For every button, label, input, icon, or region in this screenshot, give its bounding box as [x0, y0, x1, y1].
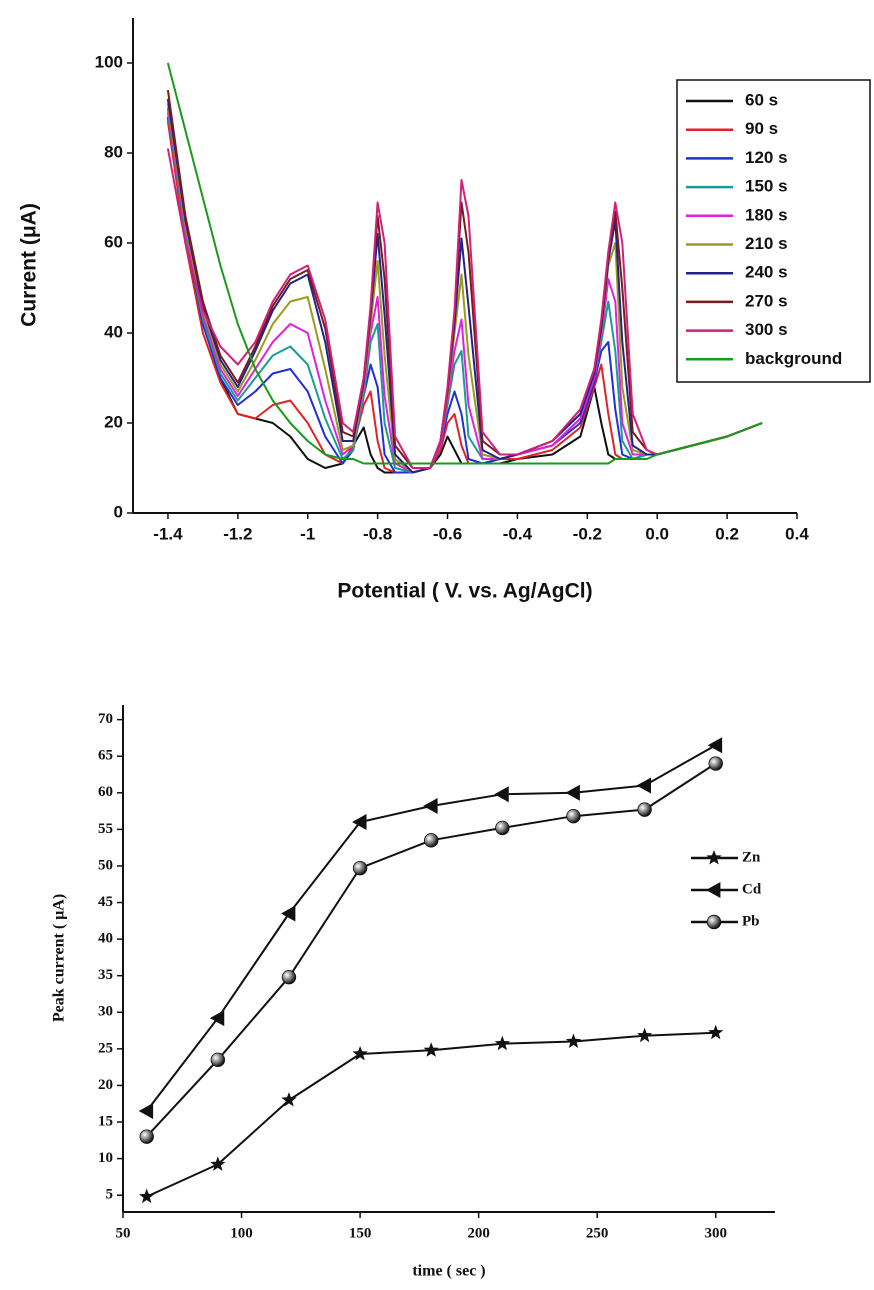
legend-label: 300 s [745, 320, 788, 339]
series-line [166, 121, 763, 474]
x-tick-label: -0.4 [503, 524, 533, 543]
series-line [145, 744, 717, 1112]
x-tick-label: 0.4 [785, 524, 809, 543]
x-tick-label: -0.6 [433, 524, 462, 543]
x-tick-label: 50 [116, 1225, 131, 1241]
legend-label: 150 s [745, 177, 788, 196]
y-tick-label: 45 [98, 894, 113, 910]
series-line [166, 62, 763, 465]
x-tick-label: -1.4 [153, 524, 183, 543]
marker-sphere [281, 969, 297, 985]
legend-label: 120 s [745, 148, 788, 167]
legend-label: Zn [742, 849, 761, 865]
marker-triangle [707, 737, 723, 754]
legend-label: 270 s [745, 291, 788, 310]
marker-star [423, 1042, 439, 1057]
y-tick-label: 60 [98, 784, 113, 800]
legend-label: Cd [742, 881, 762, 897]
marker-star [706, 850, 722, 865]
marker-triangle [138, 1103, 154, 1120]
marker-star [352, 1046, 368, 1061]
x-tick-label: 150 [349, 1225, 372, 1241]
y-tick-label: 20 [104, 412, 123, 431]
marker-sphere [706, 914, 722, 930]
legend-label: Pb [742, 913, 760, 929]
marker-triangle [209, 1010, 225, 1027]
x-tick-label: 250 [586, 1225, 609, 1241]
legend-label: background [745, 349, 842, 368]
chart-peak-current: 5 10 15 20 25 30 35 40 45 50 55 60 65 70 50 100 150 200 25… [51, 705, 775, 1280]
marker-star [139, 1188, 155, 1204]
marker-star [210, 1156, 226, 1171]
x-tick-label: 0.0 [645, 524, 669, 543]
marker-star [494, 1035, 510, 1051]
marker-star [281, 1092, 297, 1107]
series-line [166, 116, 763, 474]
marker-sphere [424, 833, 439, 848]
marker-star [565, 1033, 582, 1048]
marker-triangle [636, 777, 651, 794]
series-line [145, 762, 717, 1138]
x-axis-title: time ( sec ) [412, 1263, 485, 1280]
legend-label: 240 s [745, 263, 788, 282]
marker-triangle [706, 882, 721, 898]
y-tick-label: 25 [98, 1040, 113, 1056]
y-tick-label: 35 [98, 967, 113, 983]
legend-label: 60 s [745, 90, 778, 109]
y-tick-label: 5 [106, 1187, 114, 1203]
x-tick-label: 0.2 [715, 524, 739, 543]
marker-sphere [566, 809, 581, 824]
y-tick-label: 40 [104, 322, 123, 341]
legend-label: 180 s [745, 205, 788, 224]
y-tick-label: 30 [98, 1004, 113, 1020]
marker-triangle [565, 784, 580, 801]
marker-sphere [210, 1052, 226, 1068]
series-line [166, 148, 763, 469]
y-axis-title: Peak current ( μA) [51, 894, 68, 1022]
series-line [146, 1031, 716, 1198]
y-tick-label: 80 [104, 142, 123, 161]
x-tick-label: 100 [230, 1225, 253, 1241]
legend-label: 210 s [745, 234, 788, 253]
x-axis-title: Potential ( V. vs. Ag/AgCl) [337, 580, 592, 603]
y-tick-label: 65 [98, 748, 113, 764]
marker-sphere [637, 802, 652, 817]
marker-sphere [495, 820, 510, 836]
y-tick-label: 55 [98, 821, 113, 837]
marker-triangle [352, 814, 367, 831]
y-tick-label: 40 [98, 931, 113, 947]
marker-triangle [494, 786, 509, 803]
y-tick-label: 60 [104, 232, 123, 251]
x-tick-label: -0.8 [363, 524, 392, 543]
y-tick-label: 20 [98, 1077, 113, 1093]
marker-triangle [423, 797, 438, 814]
x-tick-label: -0.2 [573, 524, 602, 543]
y-tick-label: 70 [98, 711, 113, 727]
marker-sphere [139, 1129, 154, 1144]
x-tick-label: -1 [300, 524, 315, 543]
legend-label: 90 s [745, 119, 778, 138]
y-axis-title: Current (μA) [18, 203, 41, 327]
x-tick-label: -1.2 [223, 524, 252, 543]
y-tick-label: 100 [95, 52, 123, 71]
marker-star [708, 1024, 724, 1040]
chart-voltammetry: 0 20 40 60 80 100 -1.4 -1.2 -1 -0.8 -0.6 -0.4 -0.2 0.… [18, 18, 871, 603]
y-tick-label: 50 [98, 857, 113, 873]
marker-triangle [280, 905, 296, 922]
marker-sphere [708, 756, 723, 771]
marker-star [637, 1027, 653, 1043]
x-tick-label: 300 [704, 1225, 727, 1241]
marker-sphere [352, 860, 368, 876]
y-tick-label: 10 [98, 1150, 113, 1166]
y-tick-label: 15 [98, 1113, 113, 1129]
x-tick-label: 200 [467, 1225, 490, 1241]
y-tick-label: 0 [114, 502, 123, 521]
